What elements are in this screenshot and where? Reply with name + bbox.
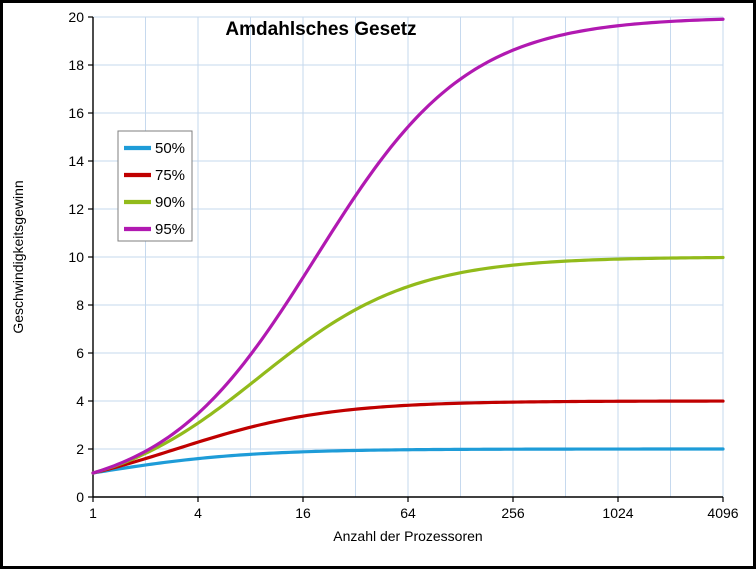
chart-title: Amdahlsches Gesetz <box>225 19 416 40</box>
y-tick-label: 4 <box>76 393 84 409</box>
legend-label-75pct: 75% <box>155 167 185 184</box>
x-tick-label: 4 <box>194 505 202 521</box>
x-tick-label: 16 <box>295 505 311 521</box>
y-tick-label: 16 <box>68 105 84 121</box>
y-tick-label: 0 <box>76 489 84 505</box>
y-tick-label: 18 <box>68 57 84 73</box>
series-line-75pct <box>91 399 725 475</box>
y-tick-label: 10 <box>68 249 84 265</box>
y-tick-label: 12 <box>68 201 84 217</box>
x-tick-label: 1 <box>89 505 97 521</box>
y-axis-title: Geschwindigkeitsgewinn <box>10 180 26 333</box>
y-tick-label: 14 <box>68 153 84 169</box>
x-tick-label: 256 <box>501 505 525 521</box>
series-line-95pct <box>91 17 725 475</box>
x-axis-title: Anzahl der Prozessoren <box>333 528 482 544</box>
x-tick-label: 4096 <box>707 505 738 521</box>
legend-label-95pct: 95% <box>155 221 185 238</box>
x-tick-label: 64 <box>400 505 416 521</box>
y-tick-label: 6 <box>76 345 84 361</box>
x-tick-label: 1024 <box>602 505 633 521</box>
y-tick-label: 20 <box>68 9 84 25</box>
series-line-50pct <box>91 447 725 475</box>
legend-label-90pct: 90% <box>155 194 185 211</box>
y-tick-label: 2 <box>76 441 84 457</box>
y-tick-label: 8 <box>76 297 84 313</box>
legend-label-50pct: 50% <box>155 140 185 157</box>
series-line-90pct <box>91 255 725 475</box>
